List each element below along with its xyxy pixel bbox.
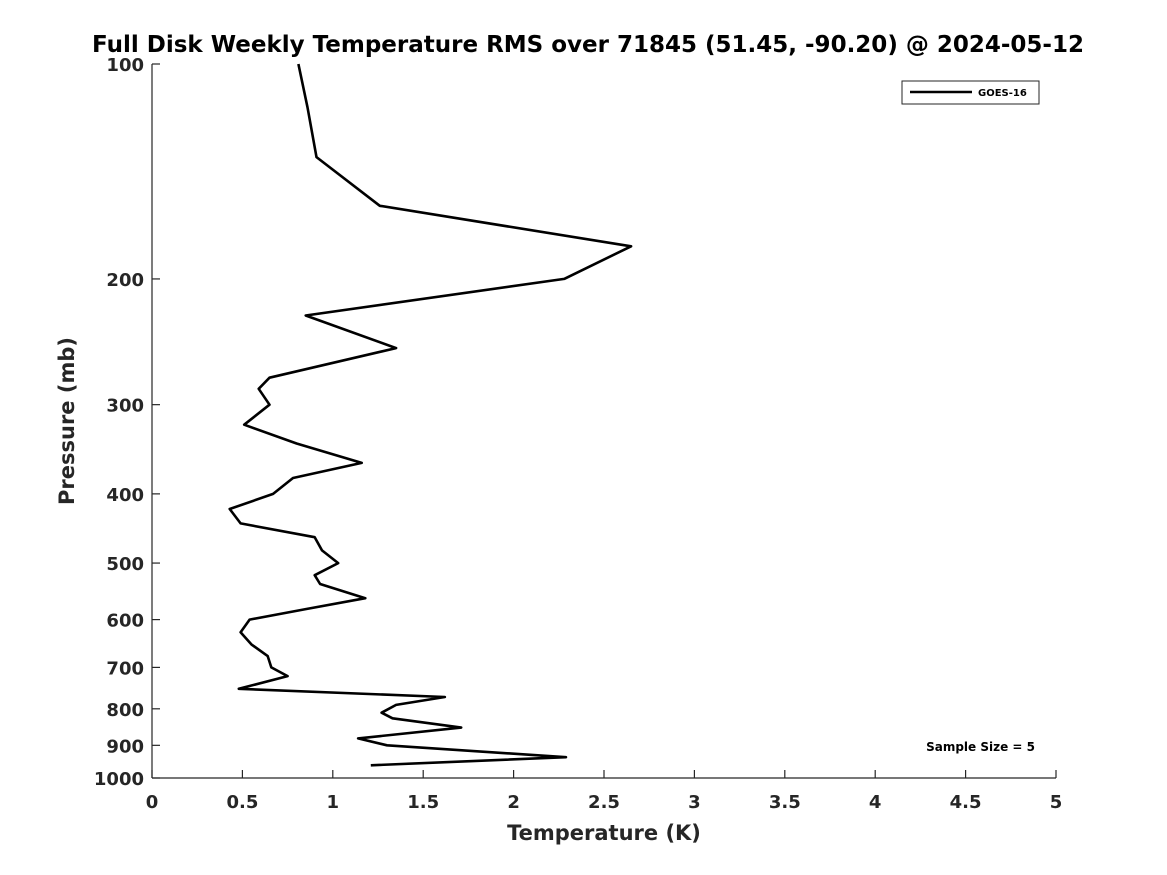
sample-size-annotation: Sample Size = 5 <box>926 740 1035 754</box>
x-tick-label: 1.5 <box>407 792 439 813</box>
y-tick-label: 900 <box>106 736 144 757</box>
x-tick-label: 3 <box>688 792 701 813</box>
y-tick-label: 300 <box>106 396 144 417</box>
y-tick-label: 500 <box>106 554 144 575</box>
legend-label-goes-16: GOES-16 <box>978 88 1027 99</box>
y-tick-label: 800 <box>106 700 144 721</box>
x-axis-label: Temperature (K) <box>507 821 701 845</box>
x-tick-label: 5 <box>1050 792 1063 813</box>
x-tick-label: 4 <box>869 792 882 813</box>
legend: GOES-16 <box>901 80 1040 105</box>
x-tick-label: 3.5 <box>769 792 801 813</box>
x-tick-label: 0.5 <box>226 792 258 813</box>
y-axis-ticks: 100 200 300 400 500 600 700 800 900 1000 <box>94 55 160 790</box>
y-axis-label: Pressure (mb) <box>55 337 79 505</box>
x-tick-label: 2 <box>507 792 520 813</box>
x-tick-label: 0 <box>146 792 159 813</box>
y-tick-label: 400 <box>106 485 144 506</box>
x-tick-label: 2.5 <box>588 792 620 813</box>
x-axis-ticks: 0 0.5 1 1.5 2 2.5 3 3.5 4 4.5 5 <box>146 770 1063 813</box>
y-tick-label: 600 <box>106 611 144 632</box>
y-tick-label: 700 <box>106 658 144 679</box>
x-tick-label: 1 <box>327 792 340 813</box>
x-tick-label: 4.5 <box>950 792 982 813</box>
y-tick-label: 100 <box>106 55 144 76</box>
series-group <box>228 63 633 767</box>
y-tick-label: 200 <box>106 270 144 291</box>
series-line-goes-16 <box>228 63 633 767</box>
chart-title: Full Disk Weekly Temperature RMS over 71… <box>92 32 1084 58</box>
y-tick-label: 1000 <box>94 769 144 790</box>
plot-area <box>151 64 1056 779</box>
